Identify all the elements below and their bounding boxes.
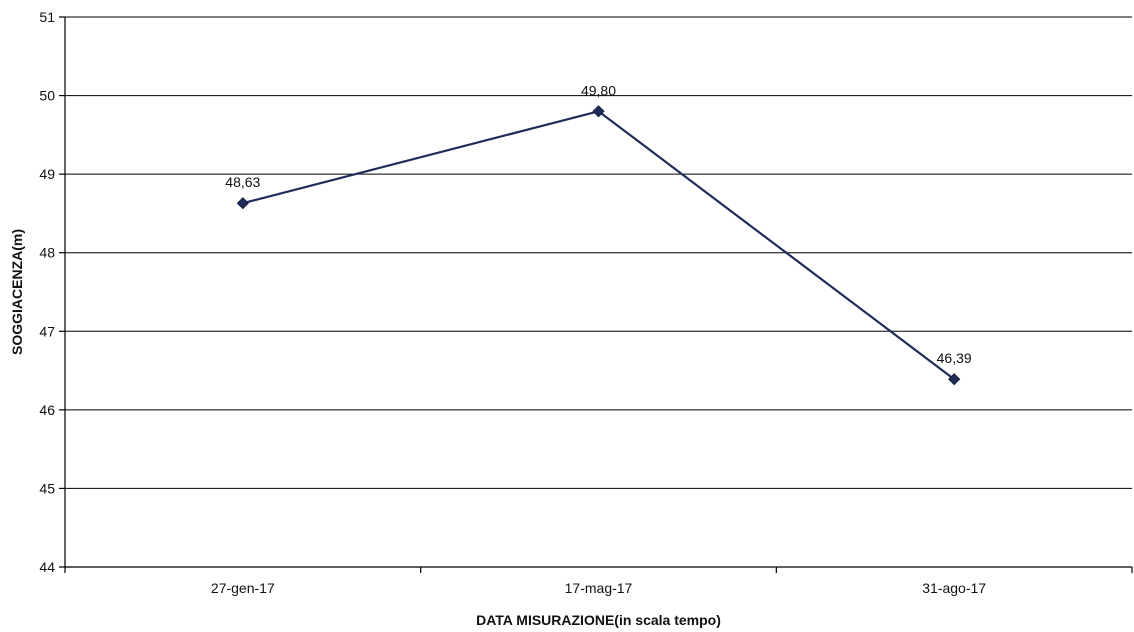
- y-axis-title: SOGGIACENZA(m): [9, 229, 25, 355]
- y-tick-label: 45: [39, 480, 55, 496]
- series-group: 48,63 49,80 46,39: [225, 82, 972, 386]
- series-line: [242, 110, 955, 381]
- data-point-marker: [948, 373, 961, 386]
- x-tick-label: 31-ago-17: [922, 580, 986, 596]
- x-tick-label: 17-mag-17: [565, 580, 633, 596]
- axes: [64, 17, 1132, 568]
- y-tick-label: 50: [39, 88, 55, 104]
- data-label: 46,39: [937, 350, 972, 366]
- gridlines: [65, 16, 1132, 568]
- data-label: 48,63: [225, 174, 260, 190]
- y-tick-label: 51: [39, 9, 55, 25]
- data-label: 49,80: [581, 82, 616, 98]
- data-point-marker: [236, 197, 249, 210]
- y-axis-ticks: 44 45 46 47 48 49 50 51: [39, 9, 65, 575]
- y-tick-label: 44: [39, 559, 55, 575]
- x-axis-ticks: 27-gen-17 17-mag-17 31-ago-17: [64, 567, 1133, 596]
- x-axis-title: DATA MISURAZIONE(in scala tempo): [476, 612, 721, 628]
- y-tick-label: 46: [39, 402, 55, 418]
- y-tick-label: 49: [39, 166, 55, 182]
- data-point-marker: [592, 105, 605, 118]
- y-tick-label: 48: [39, 245, 55, 261]
- y-tick-label: 47: [39, 323, 55, 339]
- x-tick-label: 27-gen-17: [211, 580, 275, 596]
